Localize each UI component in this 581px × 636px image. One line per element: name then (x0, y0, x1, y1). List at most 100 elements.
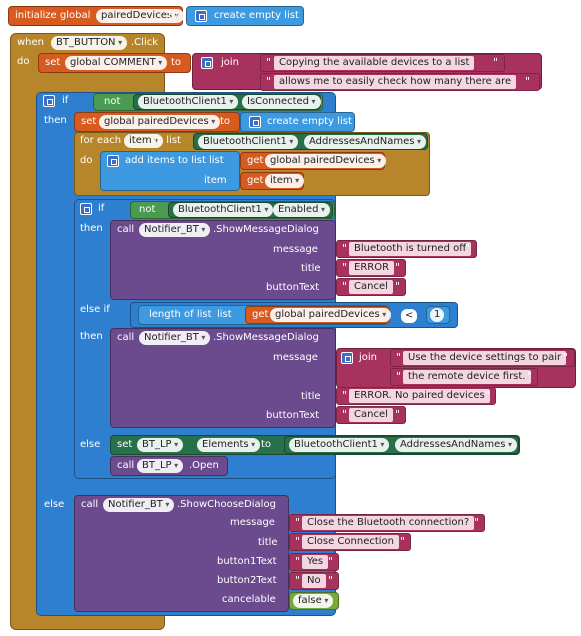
property-dropdown[interactable]: AddressesAndNames (304, 135, 426, 149)
component-dropdown[interactable]: BT_LP (137, 438, 184, 452)
event-component[interactable]: BT_BUTTON (51, 36, 128, 50)
join-gear-icon[interactable] (341, 352, 353, 364)
else-label: else (80, 439, 101, 450)
string-value[interactable]: Yes (302, 555, 329, 569)
string-value[interactable]: No (302, 574, 326, 588)
show-message-dialog-1[interactable]: call Notifier_BT .ShowMessageDialog mess… (110, 220, 336, 300)
component-dropdown[interactable]: BT_LP (137, 459, 184, 473)
var-dropdown[interactable]: global pairedDevices (265, 154, 387, 168)
component-dropdown[interactable]: BluetoothClient1 (173, 203, 274, 217)
init-var-name[interactable]: pairedDevices (96, 9, 184, 23)
string-value[interactable]: ERROR. No paired devices (349, 389, 490, 403)
get-paired-devices-2[interactable]: get global pairedDevices (245, 306, 392, 324)
button-string[interactable]: " Cancel " (336, 278, 406, 296)
title-param: title (301, 391, 321, 402)
button2-string[interactable]: " No " (289, 572, 339, 590)
method-label: .ShowMessageDialog (213, 332, 319, 343)
show-choose-dialog[interactable]: call Notifier_BT .ShowChooseDialog messa… (74, 495, 289, 612)
then-label: then (44, 115, 67, 126)
choose-title-string[interactable]: " Close Connection " (289, 533, 411, 551)
get-label: get (247, 155, 264, 166)
string-value[interactable]: Cancel (349, 280, 393, 294)
length-label: length of list (149, 309, 212, 320)
property-dropdown[interactable]: Elements (197, 438, 261, 452)
call-label: call (117, 332, 135, 343)
set-comment-block[interactable]: set global COMMENT to (38, 53, 191, 73)
mutator-gear-icon[interactable] (195, 10, 207, 22)
show-message-dialog-2[interactable]: call Notifier_BT .ShowMessageDialog mess… (110, 328, 336, 428)
var-dropdown[interactable]: item (265, 174, 305, 188)
string-value[interactable]: Use the device settings to pair (403, 351, 567, 365)
boolean-dropdown[interactable]: false (293, 594, 334, 608)
string-value[interactable]: Cancel (349, 408, 393, 422)
var-dropdown[interactable]: global pairedDevices (99, 115, 221, 129)
loop-var[interactable]: item (124, 134, 164, 148)
init-label: initialize global (15, 10, 91, 21)
mutator-gear-icon[interactable] (107, 155, 119, 167)
string-value[interactable]: ERROR (349, 261, 395, 275)
addresses-getter[interactable]: BluetoothClient1 AddressesAndNames (193, 133, 428, 150)
pair-string-2[interactable]: " the remote device first. " (390, 368, 538, 386)
mutator-gear-icon[interactable] (249, 116, 261, 128)
component-dropdown[interactable]: BluetoothClient1 (138, 95, 239, 109)
false-block[interactable]: false (289, 592, 339, 610)
event-do: do (17, 56, 30, 67)
comment-string-2[interactable]: " allows me to easily check how many the… (260, 73, 540, 91)
string-value[interactable]: Close the Bluetooth connection? (302, 516, 475, 530)
comment-var[interactable]: global COMMENT (65, 56, 168, 70)
button-string-2[interactable]: " Cancel " (336, 406, 406, 424)
join-label: join (221, 57, 240, 68)
property-dropdown[interactable]: IsConnected (242, 95, 321, 109)
string-value[interactable]: Bluetooth is turned off (349, 242, 472, 256)
number-block[interactable]: 1 (426, 306, 450, 324)
number-value[interactable]: 1 (430, 308, 445, 322)
title-string-2[interactable]: " ERROR. No paired devices " (336, 387, 496, 405)
add-items-label: add items to list (125, 155, 206, 166)
var-dropdown[interactable]: global pairedDevices (270, 308, 392, 322)
button1-string[interactable]: " Yes " (289, 553, 339, 571)
do-label: do (80, 155, 93, 166)
component-dropdown[interactable]: BluetoothClient1 (289, 438, 390, 452)
component-dropdown[interactable]: Notifier_BT (139, 223, 211, 237)
then-label: then (80, 223, 103, 234)
join-gear-icon[interactable] (201, 57, 213, 69)
get-item[interactable]: get item (240, 172, 305, 190)
string-value[interactable]: Close Connection (302, 535, 400, 549)
create-empty-list-block-2[interactable]: create empty list (240, 112, 355, 132)
create-empty-list-label: create empty list (214, 10, 299, 21)
if-gear-icon[interactable] (43, 95, 55, 107)
set-paired-devices-block[interactable]: set global pairedDevices to (74, 112, 240, 132)
item-label: item (204, 175, 227, 186)
pair-string-1[interactable]: " Use the device settings to pair " (390, 349, 575, 367)
component-dropdown[interactable]: Notifier_BT (139, 331, 211, 345)
message-string[interactable]: " Bluetooth is turned off " (336, 240, 477, 258)
operator-dropdown[interactable]: < (401, 309, 418, 323)
property-dropdown[interactable]: AddressesAndNames (395, 438, 517, 452)
join-label: join (359, 352, 378, 363)
string-value[interactable]: the remote device first. (403, 370, 531, 384)
isconnected-getter[interactable]: BluetoothClient1 IsConnected (133, 94, 321, 110)
addresses-getter-2[interactable]: BluetoothClient1 AddressesAndNames (284, 436, 519, 454)
component-dropdown[interactable]: Notifier_BT (103, 498, 175, 512)
not-label: not (104, 96, 121, 107)
if-gear-icon[interactable] (80, 203, 92, 215)
component-dropdown[interactable]: BluetoothClient1 (198, 135, 299, 149)
initialize-global-block[interactable]: initialize global pairedDevices to (8, 6, 184, 26)
title-string[interactable]: " ERROR " (336, 259, 406, 277)
else-label: else (44, 499, 65, 510)
string-value[interactable]: allows me to easily check how many there… (274, 75, 517, 89)
call-label: call (81, 499, 99, 510)
choose-message-string[interactable]: " Close the Bluetooth connection? " (289, 514, 485, 532)
add-items-block[interactable]: add items to list list item (100, 151, 240, 191)
enabled-getter[interactable]: BluetoothClient1 Enabled (168, 202, 333, 218)
create-empty-list-block[interactable]: create empty list (186, 6, 304, 26)
get-paired-devices[interactable]: get global pairedDevices (240, 152, 387, 170)
string-value[interactable]: Copying the available devices to a list (274, 56, 475, 70)
buttontext-param: buttonText (266, 282, 320, 293)
call-bt-lp-open[interactable]: call BT_LP .Open (110, 456, 228, 476)
in-list-label: in list (154, 135, 181, 146)
property-dropdown[interactable]: Enabled (273, 203, 330, 217)
message-param: message (273, 244, 318, 255)
call-label: call (117, 460, 135, 471)
comment-string-1[interactable]: " Copying the available devices to a lis… (260, 54, 505, 72)
